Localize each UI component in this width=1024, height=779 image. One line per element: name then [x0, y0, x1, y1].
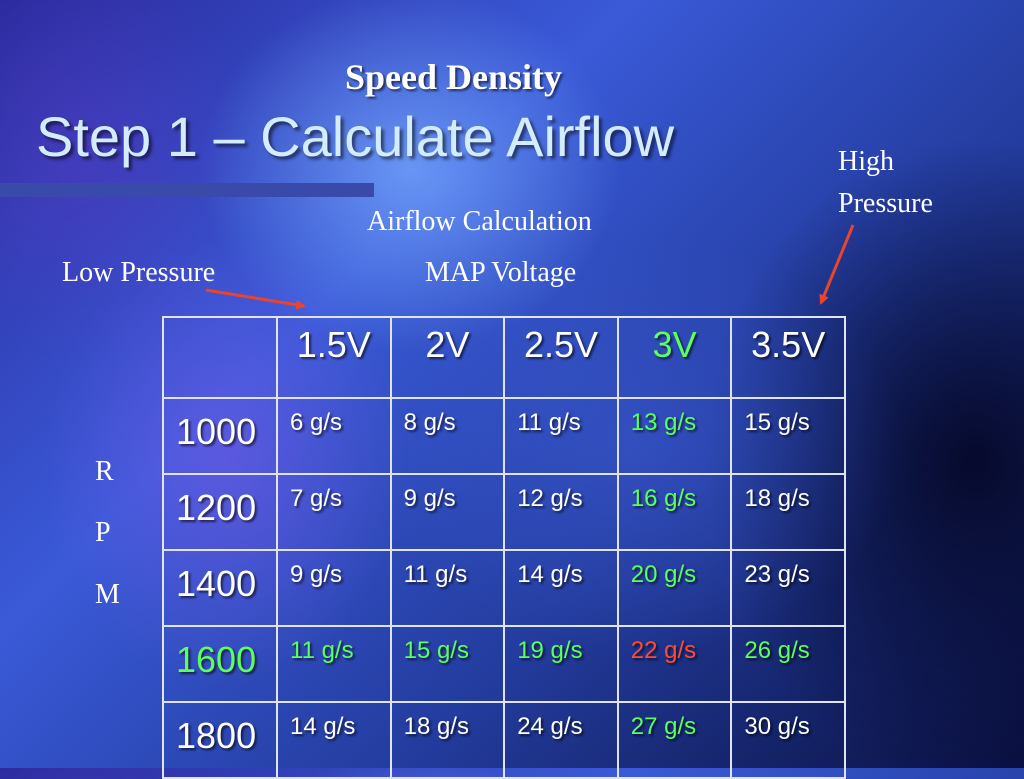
table-cell: 14 g/s — [276, 701, 392, 779]
table-cell: 19 g/s — [503, 625, 619, 703]
table-header-row: 1.5V 2V 2.5V 3V 3.5V — [162, 316, 846, 399]
header-3v: 3V — [616, 316, 733, 399]
table-cell: 30 g/s — [730, 701, 846, 779]
table-cell: 11 g/s — [503, 397, 619, 475]
rpm-letter-r: R — [95, 456, 114, 487]
slide-subtitle: Speed Density — [345, 57, 563, 97]
table-cell: 13 g/s — [616, 397, 733, 475]
table-cell: 15 g/s — [730, 397, 846, 475]
low-pressure-arrow — [205, 288, 306, 310]
low-pressure-label: Low Pressure — [62, 257, 216, 288]
rpm-letter-p: P — [95, 517, 111, 548]
table-cell: 6 g/s — [276, 397, 392, 475]
table-cell: 20 g/s — [616, 549, 733, 627]
corner-header-cell — [162, 316, 278, 399]
high-pressure-label-line2: Pressure — [838, 188, 933, 219]
airflow-table: 1.5V 2V 2.5V 3V 3.5V 1000 6 g/s 8 g/s 11… — [162, 316, 846, 779]
table-row: 1800 14 g/s 18 g/s 24 g/s 27 g/s 30 g/s — [162, 701, 846, 779]
high-pressure-arrow — [819, 224, 855, 305]
table-cell: 24 g/s — [503, 701, 619, 779]
table-cell: 27 g/s — [616, 701, 733, 779]
table-row: 1400 9 g/s 11 g/s 14 g/s 20 g/s 23 g/s — [162, 549, 846, 627]
table-cell: 16 g/s — [616, 473, 733, 551]
table-cell: 26 g/s — [730, 625, 846, 703]
table-row: 1200 7 g/s 9 g/s 12 g/s 16 g/s 18 g/s — [162, 473, 846, 551]
table-cell: 23 g/s — [730, 549, 846, 627]
table-cell: 8 g/s — [389, 397, 506, 475]
table-cell: 11 g/s — [276, 625, 392, 703]
table-cell-highlighted: 22 g/s — [616, 625, 733, 703]
header-3-5v: 3.5V — [730, 316, 846, 399]
map-voltage-label: MAP Voltage — [425, 257, 577, 288]
rpm-cell: 1000 — [162, 397, 278, 475]
table-cell: 15 g/s — [389, 625, 506, 703]
table-cell: 7 g/s — [276, 473, 392, 551]
rpm-letter-m: M — [95, 579, 120, 610]
rpm-cell: 1600 — [162, 625, 278, 703]
slide-title: Step 1 – Calculate Airflow — [36, 105, 675, 168]
rpm-cell: 1800 — [162, 701, 278, 779]
table-cell: 11 g/s — [389, 549, 506, 627]
rpm-cell: 1400 — [162, 549, 278, 627]
header-2-5v: 2.5V — [503, 316, 619, 399]
table-cell: 18 g/s — [389, 701, 506, 779]
table-cell: 14 g/s — [503, 549, 619, 627]
high-pressure-label-line1: High — [838, 146, 894, 177]
title-underline-bar — [0, 183, 374, 197]
header-1-5v: 1.5V — [276, 316, 392, 399]
table-row: 1600 11 g/s 15 g/s 19 g/s 22 g/s 26 g/s — [162, 625, 846, 703]
airflow-calculation-label: Airflow Calculation — [367, 206, 592, 237]
table-cell: 9 g/s — [389, 473, 506, 551]
table-cell: 12 g/s — [503, 473, 619, 551]
table-row: 1000 6 g/s 8 g/s 11 g/s 13 g/s 15 g/s — [162, 397, 846, 475]
header-2v: 2V — [389, 316, 506, 399]
table-cell: 18 g/s — [730, 473, 846, 551]
table-cell: 9 g/s — [276, 549, 392, 627]
rpm-cell: 1200 — [162, 473, 278, 551]
